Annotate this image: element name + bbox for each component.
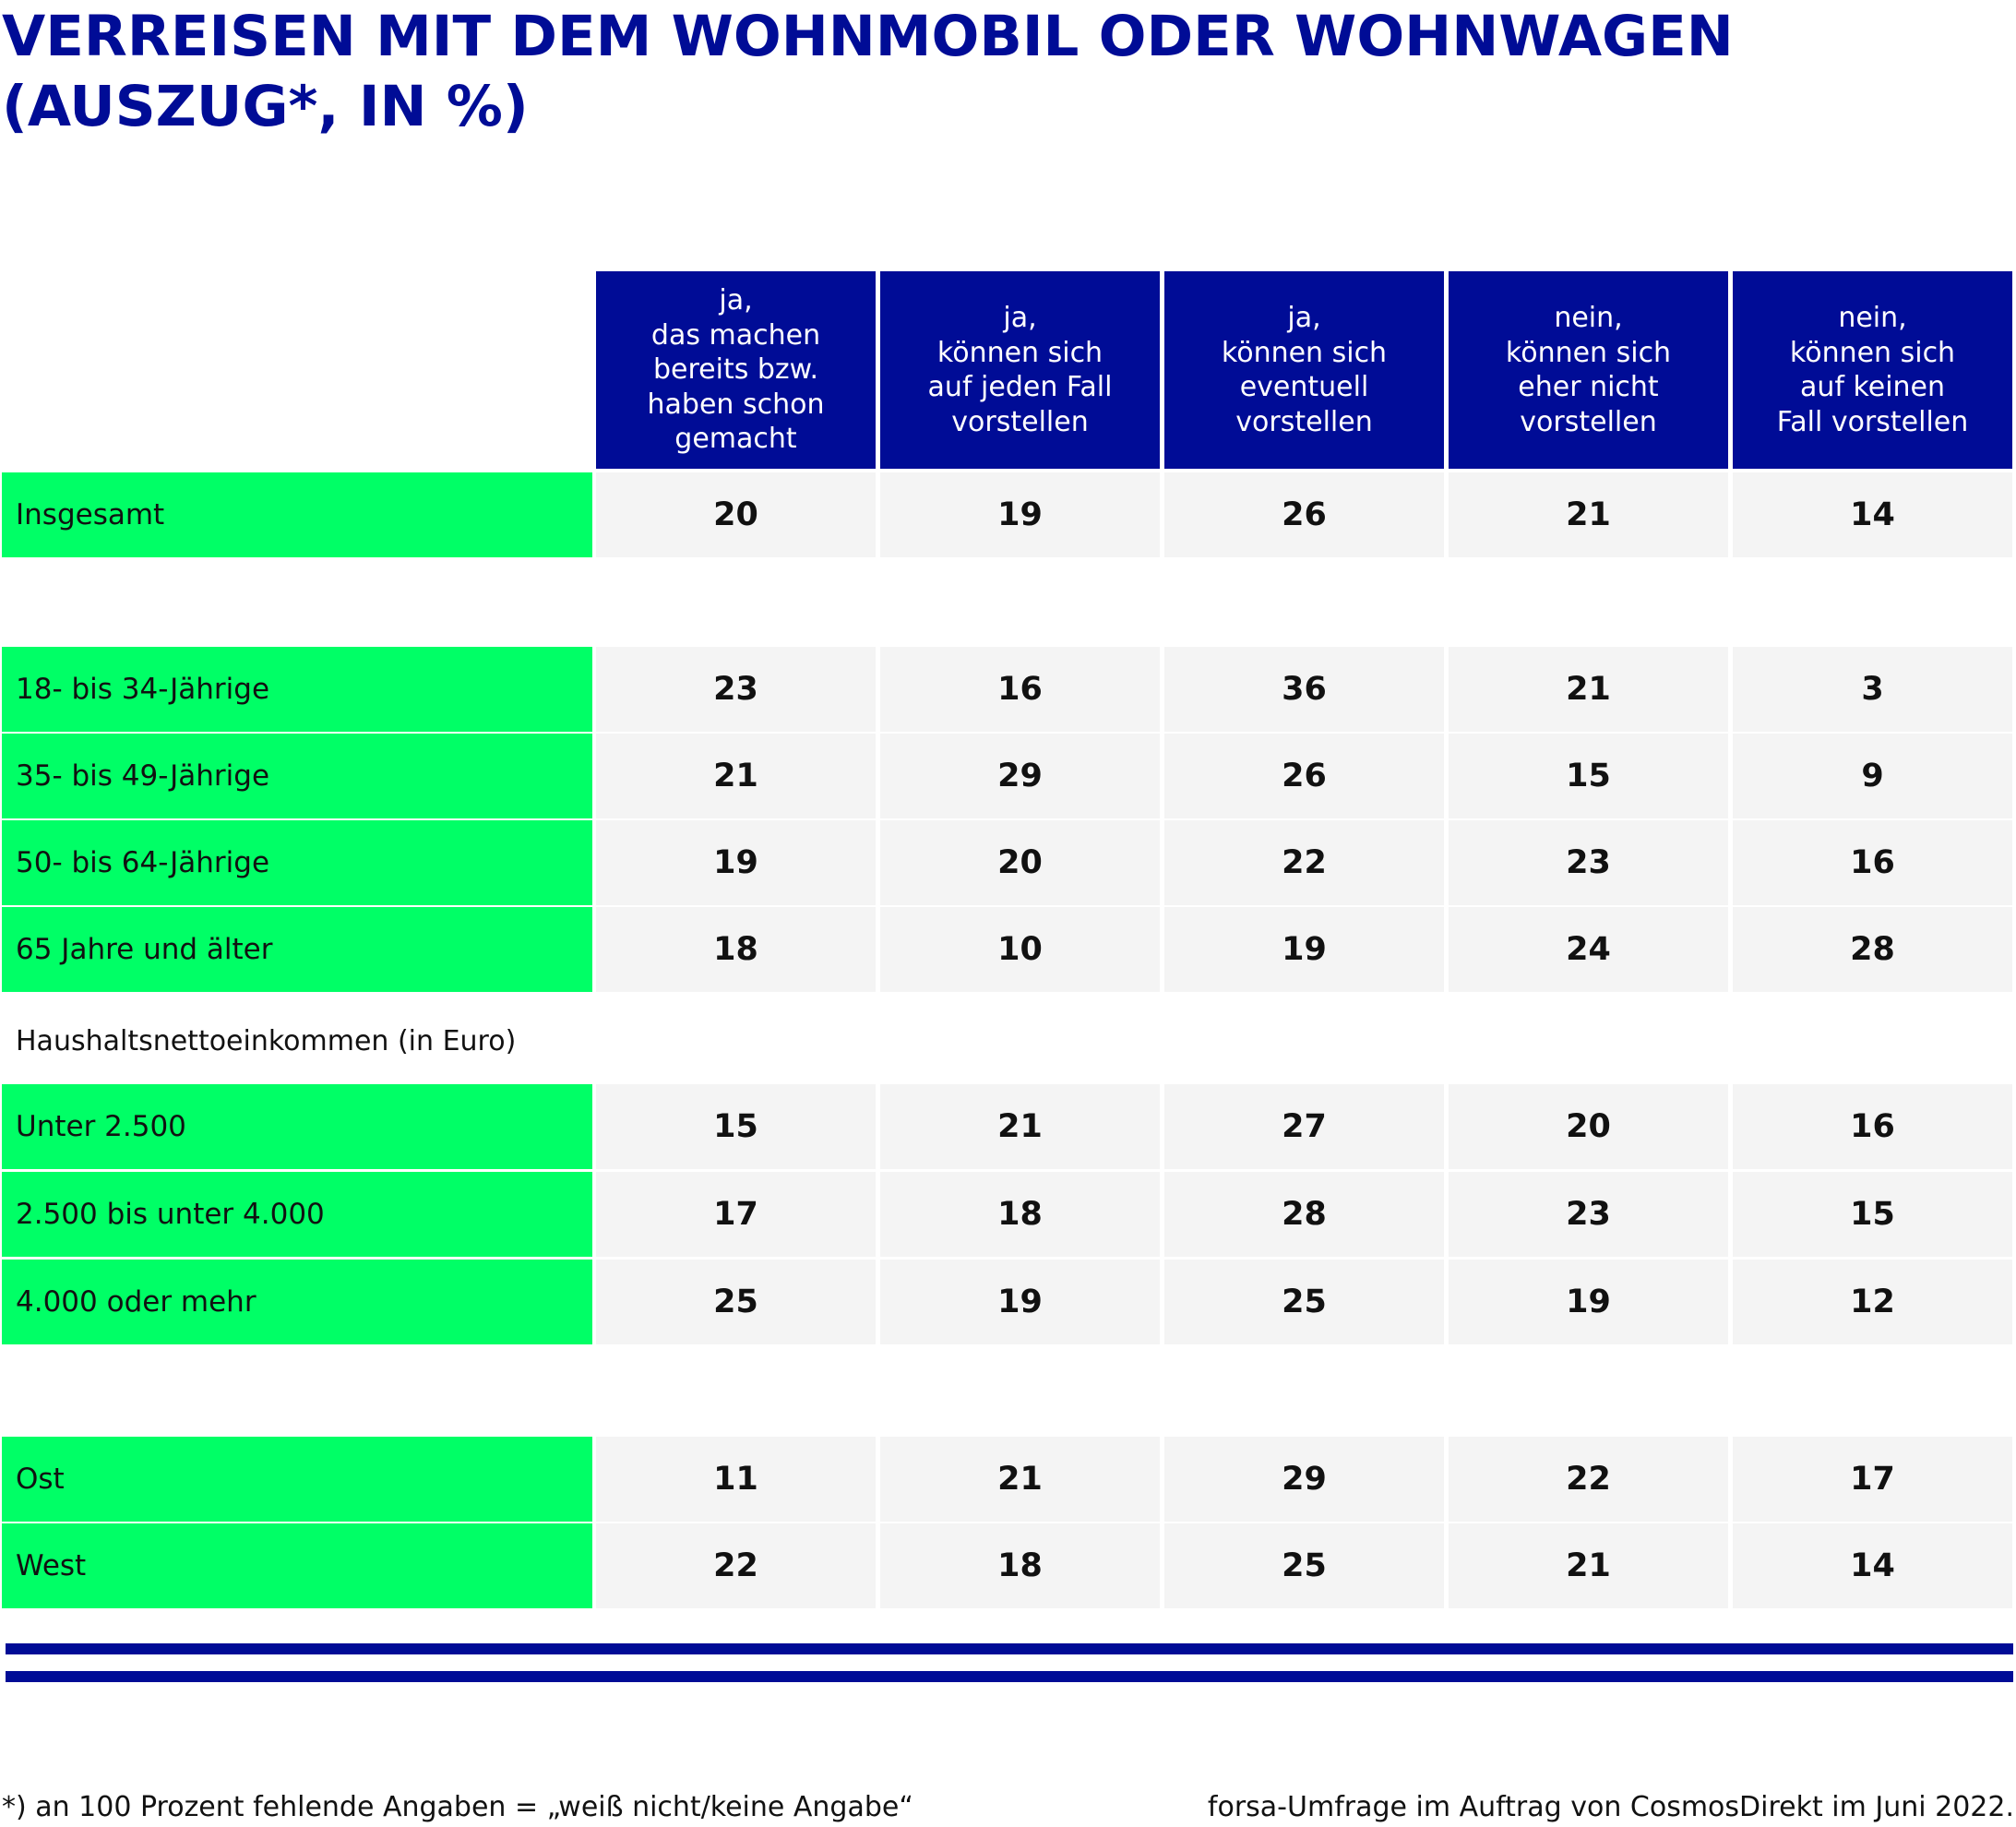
data-cell: 29 — [880, 734, 1160, 818]
column-header-3-line-2: können sich — [1221, 336, 1388, 369]
rule-top — [6, 1643, 2013, 1654]
data-cell: 15 — [1733, 1172, 2012, 1257]
data-cell: 26 — [1164, 472, 1444, 557]
column-header-3: ja, können sich eventuell vorstellen — [1164, 271, 1444, 469]
row-label: 50- bis 64-Jährige — [2, 820, 592, 905]
data-cell: 23 — [1449, 820, 1728, 905]
column-header-4: nein, können sich eher nicht vorstellen — [1449, 271, 1728, 469]
row-label: Unter 2.500 — [2, 1084, 592, 1169]
data-cell: 22 — [1449, 1437, 1728, 1522]
column-header-4-line-1: nein, — [1554, 302, 1623, 334]
data-cell: 21 — [880, 1437, 1160, 1522]
data-cell: 27 — [1164, 1084, 1444, 1169]
data-cell: 23 — [596, 647, 876, 732]
data-cell: 21 — [880, 1084, 1160, 1169]
data-cell: 21 — [596, 734, 876, 818]
column-header-4-line-3: eher nicht — [1518, 371, 1659, 403]
column-header-3-line-1: ja, — [1287, 302, 1321, 334]
data-cell: 25 — [1164, 1260, 1444, 1344]
data-cell: 19 — [596, 820, 876, 905]
data-cell: 21 — [1449, 1523, 1728, 1608]
column-header-3-line-3: eventuell — [1239, 371, 1369, 403]
column-header-2-line-2: können sich — [936, 336, 1103, 369]
column-header-5-line-2: können sich — [1789, 336, 1956, 369]
row-label: 4.000 oder mehr — [2, 1260, 592, 1344]
data-cell: 19 — [1449, 1260, 1728, 1344]
data-cell: 9 — [1733, 734, 2012, 818]
data-cell: 29 — [1164, 1437, 1444, 1522]
column-header-2-line-1: ja, — [1003, 302, 1037, 334]
data-cell: 21 — [1449, 647, 1728, 732]
column-header-1-line-1: ja, — [719, 284, 753, 317]
data-cell: 16 — [1733, 820, 2012, 905]
column-header-4-line-2: können sich — [1505, 336, 1672, 369]
data-cell: 20 — [880, 820, 1160, 905]
section-label-income: Haushaltsnettoeinkommen (in Euro) — [16, 1025, 517, 1057]
row-label: 2.500 bis unter 4.000 — [2, 1172, 592, 1257]
data-cell: 24 — [1449, 907, 1728, 992]
data-cell: 18 — [880, 1523, 1160, 1608]
data-cell: 15 — [1449, 734, 1728, 818]
data-cell: 21 — [1449, 472, 1728, 557]
data-cell: 19 — [880, 1260, 1160, 1344]
data-cell: 22 — [596, 1523, 876, 1608]
column-header-3-line-4: vorstellen — [1235, 405, 1373, 438]
column-header-5-line-3: auf keinen — [1799, 371, 1946, 403]
row-label: 65 Jahre und älter — [2, 907, 592, 992]
data-cell: 19 — [1164, 907, 1444, 992]
data-cell: 28 — [1164, 1172, 1444, 1257]
data-cell: 23 — [1449, 1172, 1728, 1257]
row-label: Insgesamt — [2, 472, 592, 557]
column-header-5-line-1: nein, — [1838, 302, 1907, 334]
chart-title-line-2: (AUSZUG*, IN %) — [2, 74, 529, 139]
data-cell: 36 — [1164, 647, 1444, 732]
column-header-1-line-2: das machen — [650, 318, 821, 352]
column-header-4-line-4: vorstellen — [1520, 405, 1657, 438]
data-cell: 25 — [596, 1260, 876, 1344]
data-cell: 16 — [1733, 1084, 2012, 1169]
data-cell: 26 — [1164, 734, 1444, 818]
data-cell: 28 — [1733, 907, 2012, 992]
row-label: 18- bis 34-Jährige — [2, 647, 592, 732]
data-cell: 16 — [880, 647, 1160, 732]
rule-bottom — [6, 1671, 2013, 1682]
column-header-2: ja, können sich auf jeden Fall vorstellen — [880, 271, 1160, 469]
data-cell: 25 — [1164, 1523, 1444, 1608]
data-cell: 18 — [596, 907, 876, 992]
data-cell: 12 — [1733, 1260, 2012, 1344]
data-cell: 11 — [596, 1437, 876, 1522]
column-header-1: ja, das machen bereits bzw. haben schon gema… — [596, 271, 876, 469]
data-cell: 10 — [880, 907, 1160, 992]
source-note: forsa-Umfrage im Auftrag von CosmosDirek… — [1207, 1791, 2014, 1823]
row-label: Ost — [2, 1437, 592, 1522]
column-header-1-line-4: haben schon — [647, 388, 825, 421]
data-cell: 19 — [880, 472, 1160, 557]
column-header-2-line-3: auf jeden Fall — [927, 371, 1113, 403]
data-cell: 15 — [596, 1084, 876, 1169]
data-cell: 20 — [596, 472, 876, 557]
column-header-1-line-5: gemacht — [674, 423, 797, 456]
data-cell: 17 — [1733, 1437, 2012, 1522]
column-header-1-line-3: bereits bzw. — [652, 353, 818, 387]
column-header-5-line-4: Fall vorstellen — [1776, 405, 1969, 438]
row-label: 35- bis 49-Jährige — [2, 734, 592, 818]
data-cell: 22 — [1164, 820, 1444, 905]
data-cell: 14 — [1733, 1523, 2012, 1608]
data-cell: 14 — [1733, 472, 2012, 557]
row-label: West — [2, 1523, 592, 1608]
data-cell: 20 — [1449, 1084, 1728, 1169]
chart-title: VERREISEN MIT DEM WOHNMOBIL ODER WOHNWAG… — [2, 2, 1755, 142]
chart-title-line-1: VERREISEN MIT DEM WOHNMOBIL ODER WOHNWAG… — [2, 4, 1734, 69]
footnote: *) an 100 Prozent fehlende Angaben = „we… — [2, 1791, 913, 1823]
column-header-5: nein, können sich auf keinen Fall vorstelle… — [1733, 271, 2012, 469]
column-header-2-line-4: vorstellen — [951, 405, 1089, 438]
data-cell: 18 — [880, 1172, 1160, 1257]
data-cell: 3 — [1733, 647, 2012, 732]
data-cell: 17 — [596, 1172, 876, 1257]
